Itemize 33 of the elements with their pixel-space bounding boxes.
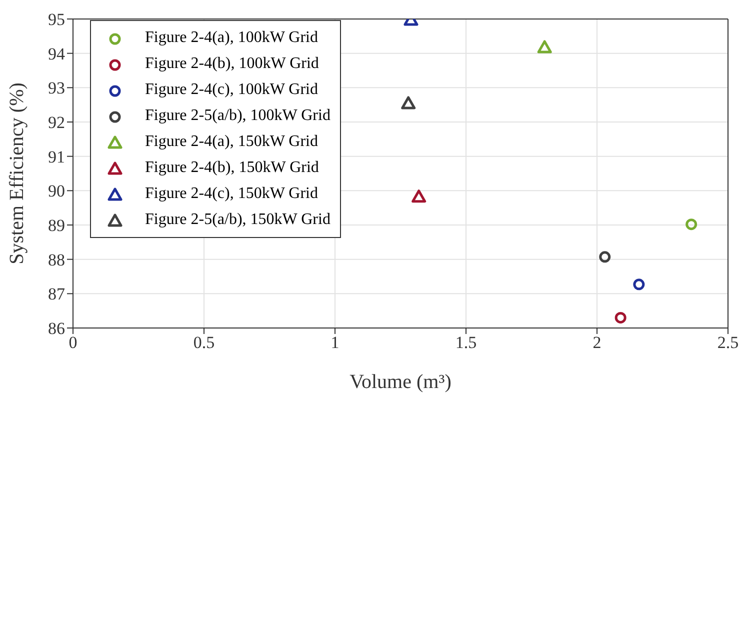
x-tick-label: 2 (592, 333, 602, 352)
x-tick-label: 0.5 (193, 333, 215, 352)
point (412, 190, 426, 203)
y-tick-label: 87 (48, 284, 66, 304)
x-tick-label: 1.5 (455, 333, 477, 352)
y-tick-label: 89 (48, 216, 65, 236)
point (614, 312, 626, 324)
point (599, 251, 611, 263)
legend-label: Figure 2-4(a), 150kW Grid (145, 133, 318, 151)
y-axis-title: System Efficiency (%) (6, 82, 28, 264)
y-tick-label: 86 (48, 319, 65, 338)
legend-label: Figure 2-4(c), 100kW Grid (145, 81, 318, 99)
y-tick-label: 94 (48, 44, 66, 64)
point (537, 40, 552, 54)
legend-label: Figure 2-4(c), 150kW Grid (145, 185, 318, 203)
legend-label: Figure 2-5(a/b), 100kW Grid (145, 107, 330, 125)
x-tick-label: 0 (68, 333, 78, 352)
point (633, 278, 645, 290)
legend-label: Figure 2-4(b), 150kW Grid (145, 159, 319, 177)
y-tick-label: 90 (48, 182, 65, 201)
x-tick-label: 1 (330, 333, 340, 352)
x-tick-label: 2.5 (717, 333, 739, 352)
point (401, 96, 416, 110)
legend-label: Figure 2-4(b), 100kW Grid (145, 55, 319, 73)
y-tick-label: 92 (48, 113, 65, 132)
y-tick-label: 91 (48, 147, 65, 166)
y-tick-label: 93 (48, 78, 65, 98)
y-tick-label: 88 (48, 250, 65, 270)
legend-label: Figure 2-4(a), 100kW Grid (145, 29, 318, 47)
y-tick-label: 95 (48, 10, 65, 30)
x-axis-title: Volume (m³) (350, 371, 452, 393)
legend-label: Figure 2-5(a/b), 150kW Grid (145, 211, 330, 229)
point (686, 218, 698, 230)
